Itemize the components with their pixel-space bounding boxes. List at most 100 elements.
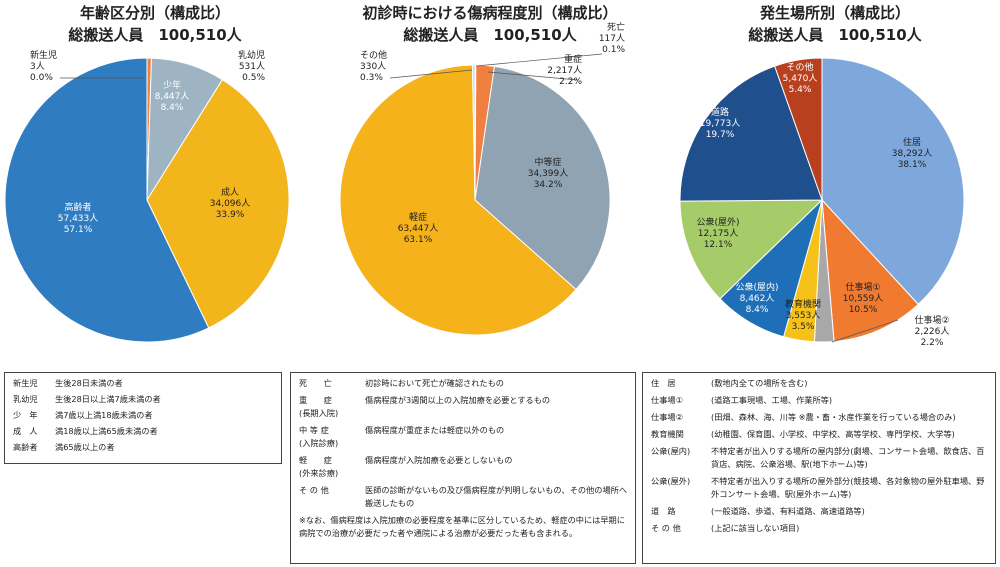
legend-def: 傷病程度が重症または軽症以外のもの	[365, 425, 505, 435]
chart-severity-title-text: 初診時における傷病程度別（構成比）	[362, 4, 618, 22]
leader-line	[487, 71, 579, 81]
legend-term-block: そ の 他	[299, 484, 365, 497]
legend-def: 医師の診断がないもの及び傷病程度が判明しないもの、その他の場所へ搬送したもの	[365, 485, 628, 508]
legend-severity-note: ※なお、傷病程度は入院加療の必要程度を基準に区分しているため、軽症の中には早期に…	[299, 515, 625, 538]
pie-charts: 新生児 3人 0.0% 乳幼児 531人 0.5% 少年 8,447人 8.4% 成人 34,096…	[4, 21, 965, 348]
leader-line	[831, 319, 899, 343]
legend-term: 少 年	[13, 410, 38, 420]
legend-def: (幼稚園、保育園、小学校、中学校、高等学校、専門学校、大学等)	[711, 429, 955, 439]
pie-data-label: 道路 19,773人 19.7%	[700, 106, 741, 140]
legend-place-row: そ の 他 (上記に該当しない項目)	[651, 522, 987, 535]
legend-place-row: 教育機関 (幼稚園、保育園、小学校、中学校、高等学校、専門学校、大学等)	[651, 428, 987, 441]
pie-data-label: その他 5,470人 5.4%	[783, 61, 818, 95]
pie-data-label: 高齢者 57,433人 57.1%	[58, 201, 99, 235]
legend-term: そ の 他	[651, 523, 681, 533]
chart-age-title-text: 年齢区分別（構成比）	[79, 4, 230, 22]
legend-place: 住 居 (敷地内全ての場所を含む) 仕事場① (道路工事現場、工場、作業所等) 仕事…	[642, 372, 996, 564]
legend-def: 満65歳以上の者	[55, 442, 115, 452]
pie-data-label: 仕事場① 10,559人 10.5%	[843, 281, 884, 315]
legend-def: 傷病程度が入院加療を必要としないもの	[365, 455, 513, 465]
pie-data-label: 新生児 3人 0.0%	[30, 49, 57, 83]
legend-def: 生後28日以上満7歳未満の者	[55, 394, 161, 404]
pie-slice	[339, 64, 577, 336]
chart-severity-subtitle: 総搬送人員 100,510人	[403, 26, 577, 44]
legend-term: 公衆(屋内)	[651, 446, 691, 456]
legend-age-row: 高齢者 満65歳以上の者	[13, 441, 273, 454]
legend-term-sub: (外来診療)	[299, 468, 339, 478]
legend-term-block: 中 等 症 (入院診療)	[299, 424, 365, 450]
pie-data-label: 仕事場② 2,226人 2.2%	[914, 314, 949, 348]
pie-slice	[474, 65, 611, 291]
legend-term: 新生児	[13, 378, 38, 388]
legend-severity-row: そ の 他 医師の診断がないもの及び傷病程度が判明しないもの、その他の場所へ搬送し…	[299, 484, 627, 510]
pie-slice	[774, 57, 823, 201]
legend-term: 教育機関	[651, 429, 684, 439]
legend-def: 初診時において死亡が確認されたもの	[365, 378, 504, 388]
pie-slice	[471, 64, 476, 201]
legend-term: 高齢者	[13, 442, 38, 452]
legend-age-row: 少 年 満7歳以上満18歳未満の者	[13, 409, 273, 422]
legend-term: 道 路	[651, 506, 676, 516]
pie-data-label: その他 330人 0.3%	[360, 49, 387, 83]
legend-def: (上記に該当しない項目)	[711, 523, 800, 533]
legend-age-row: 成 人 満18歳以上満65歳未満の者	[13, 425, 273, 438]
leader-line	[389, 69, 473, 79]
legend-severity-row: 重 症 (長期入院) 傷病程度が3週間以上の入院加療を必要とするもの	[299, 394, 627, 420]
legend-place-row: 仕事場① (道路工事現場、工場、作業所等)	[651, 394, 987, 407]
legend-term: 中 等 症	[299, 425, 329, 435]
legend-term: 公衆(屋外)	[651, 476, 691, 486]
legend-place-row: 仕事場② (田畑、森林、海、川等 ※農・畜・水産作業を行っている場合のみ)	[651, 411, 987, 424]
legend-def: 満7歳以上満18歳未満の者	[55, 410, 153, 420]
pie-data-label: 重症 2,217人 2.2%	[547, 53, 582, 87]
pie-data-label: 教育機関 3,553人 3.5%	[785, 298, 821, 332]
legend-place-row: 道 路 (一般道路、歩道、有料道路、高速道路等)	[651, 505, 987, 518]
legend-term-block: 死 亡	[299, 377, 365, 390]
legend-term-sub: (入院診療)	[299, 438, 339, 448]
legend-term: そ の 他	[299, 485, 329, 495]
legend-def: 満18歳以上満65歳未満の者	[55, 426, 158, 436]
legend-def: (道路工事現場、工場、作業所等)	[711, 395, 833, 405]
legend-age: 新生児 生後28日未満の者 乳幼児 生後28日以上満7歳未満の者 少 年 満7歳以上満…	[4, 372, 282, 464]
pie-data-label: 成人 34,096人 33.9%	[210, 186, 251, 220]
legend-severity: 死 亡 初診時において死亡が確認されたもの 重 症 (長期入院) 傷病程度が3週間以上…	[290, 372, 636, 564]
legend-term: 乳幼児	[13, 394, 38, 404]
legend-place-row: 公衆(屋内) 不特定者が出入りする場所の屋内部分(劇場、コンサート会場、飲食店、百…	[651, 445, 987, 471]
pie-data-label: 少年 8,447人 8.4%	[155, 79, 190, 113]
pie-data-label: 公衆(屋外) 12,175人 12.1%	[696, 216, 739, 250]
chart-place-title: 発生場所別（構成比） 総搬送人員 100,510人	[670, 2, 1000, 46]
legend-severity-row: 中 等 症 (入院診療) 傷病程度が重症または軽症以外のもの	[299, 424, 627, 450]
legend-place-row: 公衆(屋外) 不特定者が出入りする場所の屋外部分(競技場、各対象物の屋外駐車場、野…	[651, 475, 987, 501]
legend-term-sub: (長期入院)	[299, 408, 339, 418]
legend-age-row: 新生児 生後28日未満の者	[13, 377, 273, 390]
pie-slice	[821, 198, 920, 343]
legend-term: 仕事場②	[651, 412, 683, 422]
chart-place-subtitle: 総搬送人員 100,510人	[748, 26, 922, 44]
pie-data-label: 中等症 34,399人 34.2%	[528, 156, 569, 190]
chart-place-title-text: 発生場所別（構成比）	[759, 4, 910, 22]
legend-def: 生後28日未満の者	[55, 378, 123, 388]
legend-age-row: 乳幼児 生後28日以上満7歳未満の者	[13, 393, 273, 406]
legend-term: 重 症	[299, 395, 332, 405]
chart-age-title: 年齢区分別（構成比） 総搬送人員 100,510人	[0, 2, 310, 46]
pie-data-label: 公衆(屋内) 8,462人 8.4%	[735, 281, 778, 315]
legend-def: (田畑、森林、海、川等 ※農・畜・水産作業を行っている場合のみ)	[711, 412, 956, 422]
legend-def: (一般道路、歩道、有料道路、高速道路等)	[711, 506, 865, 516]
chart-severity-title: 初診時における傷病程度別（構成比） 総搬送人員 100,510人	[330, 2, 650, 46]
legend-term-block: 軽 症 (外来診療)	[299, 454, 365, 480]
legend-severity-row: 死 亡 初診時において死亡が確認されたもの	[299, 377, 627, 390]
legend-term: 住 居	[651, 378, 676, 388]
chart-age-subtitle: 総搬送人員 100,510人	[68, 26, 242, 44]
pie-data-label: 乳幼児 531人 0.5%	[238, 49, 265, 83]
pie-data-label: 軽症 63,447人 63.1%	[398, 211, 439, 245]
legend-severity-row: 軽 症 (外来診療) 傷病程度が入院加療を必要としないもの	[299, 454, 627, 480]
legend-def: 傷病程度が3週間以上の入院加療を必要とするもの	[365, 395, 551, 405]
pie-slice	[821, 57, 965, 306]
legend-place-row: 住 居 (敷地内全ての場所を含む)	[651, 377, 987, 390]
pie-slice	[679, 199, 824, 300]
legend-def: (敷地内全ての場所を含む)	[711, 378, 808, 388]
legend-def: 不特定者が出入りする場所の屋内部分(劇場、コンサート会場、飲食店、百貨店、病院、…	[711, 446, 985, 469]
pie-data-label: 住居 38,292人 38.1%	[892, 136, 933, 170]
legend-term: 死 亡	[299, 378, 332, 388]
legend-term: 成 人	[13, 426, 38, 436]
legend-term: 仕事場①	[651, 395, 683, 405]
